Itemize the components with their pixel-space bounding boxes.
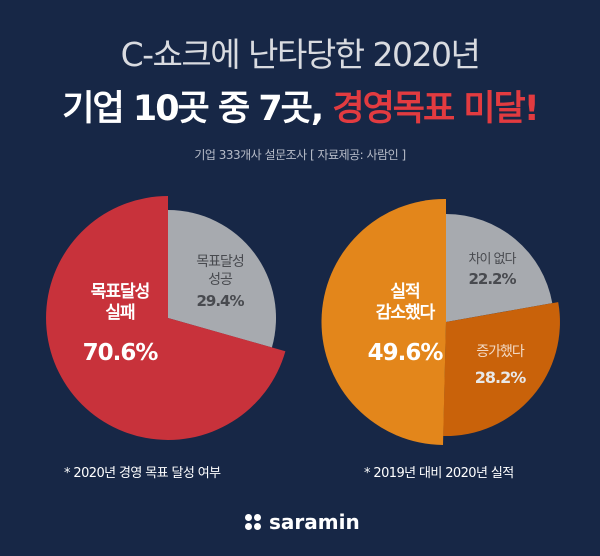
pie1-fail-line1: 목표달성	[90, 282, 151, 302]
headline-line2: 기업 10곳 중 7곳, 경영목표 미달!	[0, 80, 600, 131]
pie2-same-label: 차이 없다 22.2%	[452, 252, 532, 289]
pie1-fail-label: 목표달성 실패 70.6%	[60, 282, 180, 367]
headline-highlight: 경영목표 미달!	[332, 89, 539, 129]
pie2-decrease-label: 실적 감소했다 49.6%	[350, 282, 460, 367]
pie1-caption: * 2020년 경영 목표 달성 여부	[64, 466, 221, 481]
saramin-logo: saramin	[245, 510, 360, 534]
pie2-decrease-value: 49.6%	[367, 339, 444, 366]
logo-text: saramin	[269, 510, 360, 534]
pie2-caption: * 2019년 대비 2020년 실적	[364, 466, 514, 481]
pie2-slice-same	[446, 214, 553, 322]
survey-subtitle: 기업 333개사 설문조사 [ 자료제공: 사람인 ]	[194, 148, 406, 162]
pie1-success-line2: 성공	[208, 271, 233, 288]
pie1-success-value: 29.4%	[196, 292, 244, 310]
pie2-increase-label: 증가했다 28.2%	[456, 344, 544, 388]
headline-line1: C-쇼크에 난타당한 2020년	[120, 35, 481, 74]
logo-dots-icon	[245, 514, 261, 530]
pie1-success-label: 목표달성 성공 29.4%	[178, 254, 262, 311]
headline-prefix: 기업 10곳 중 7곳,	[62, 89, 324, 129]
pie2-decrease-line2: 감소했다	[375, 303, 436, 324]
pie2-slice-decrease	[321, 198, 446, 445]
pie1-slice-fail	[46, 196, 286, 440]
pie1-fail-value: 70.6%	[82, 339, 159, 366]
pie-goal-achievement	[46, 196, 286, 440]
pie2-slice-increase	[443, 302, 560, 437]
pie1-slice-success	[168, 210, 277, 348]
pie2-same-text: 차이 없다	[468, 252, 517, 267]
pie2-decrease-line1: 실적	[390, 282, 420, 302]
pie1-success-line1: 목표달성	[196, 254, 245, 270]
pie2-same-value: 22.2%	[468, 270, 516, 289]
pie2-increase-text: 증가했다	[476, 344, 525, 360]
pie1-fail-line2: 실패	[105, 303, 135, 324]
pie2-increase-value: 28.2%	[474, 367, 527, 387]
pie-performance	[321, 198, 560, 445]
